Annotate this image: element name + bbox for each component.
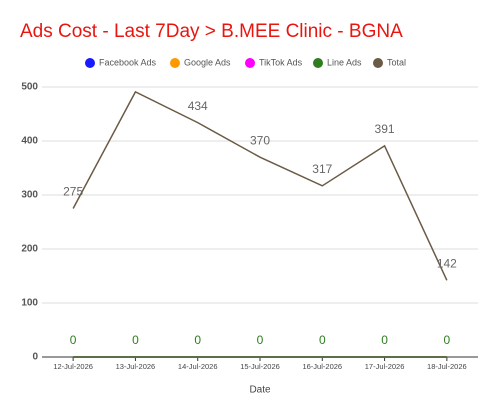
- legend-label: Total: [387, 57, 406, 67]
- data-label: 391: [375, 122, 395, 136]
- y-tick-label: 100: [21, 298, 38, 309]
- legend-marker: [245, 58, 255, 68]
- legend-marker: [373, 58, 383, 68]
- data-label: 434: [188, 99, 208, 113]
- legend-label: Google Ads: [184, 57, 231, 67]
- x-tick-label: 16-Jul-2026: [302, 362, 342, 371]
- legend-label: TikTok Ads: [259, 57, 303, 67]
- y-tick-label: 200: [21, 244, 38, 255]
- data-label: 0: [319, 333, 326, 347]
- x-axis-label: Date: [249, 385, 271, 396]
- y-tick-label: 0: [32, 352, 38, 363]
- x-tick-label: 15-Jul-2026: [240, 362, 280, 371]
- y-tick-label: 400: [21, 136, 38, 147]
- series-line: [72, 90, 448, 281]
- x-tick-label: 14-Jul-2026: [178, 362, 218, 371]
- data-label: 0: [194, 333, 201, 347]
- chart-title: Ads Cost - Last 7Day > B.MEE Clinic - BG…: [20, 21, 403, 42]
- data-label: 370: [250, 133, 270, 147]
- legend-label: Line Ads: [327, 57, 362, 67]
- y-tick-label: 500: [21, 82, 38, 93]
- legend-label: Facebook Ads: [99, 57, 157, 67]
- data-label: 0: [70, 333, 77, 347]
- data-label: 0: [444, 333, 451, 347]
- legend-marker: [85, 58, 95, 68]
- x-tick-label: 17-Jul-2026: [365, 362, 405, 371]
- data-label: 142: [437, 256, 457, 270]
- data-label: 0: [132, 333, 139, 347]
- legend-marker: [170, 58, 180, 68]
- data-label: 0: [257, 333, 264, 347]
- x-tick-label: 13-Jul-2026: [116, 362, 156, 371]
- y-tick-label: 300: [21, 190, 38, 201]
- data-label: 0: [381, 333, 388, 347]
- legend-marker: [313, 58, 323, 68]
- x-tick-label: 18-Jul-2026: [427, 362, 467, 371]
- data-label: 275: [63, 185, 83, 199]
- x-tick-label: 12-Jul-2026: [53, 362, 93, 371]
- data-label: 317: [312, 162, 332, 176]
